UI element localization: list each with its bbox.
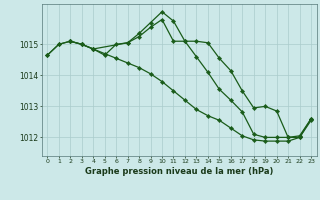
X-axis label: Graphe pression niveau de la mer (hPa): Graphe pression niveau de la mer (hPa) xyxy=(85,167,273,176)
